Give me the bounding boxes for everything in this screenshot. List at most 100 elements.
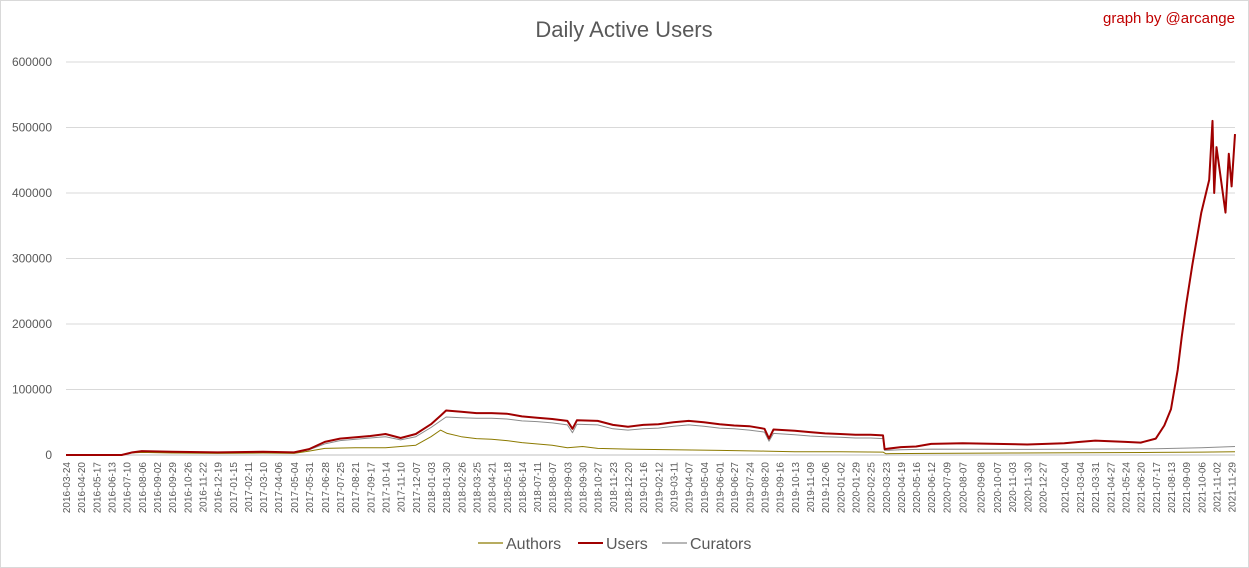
x-tick-label: 2020-01-02	[836, 462, 847, 514]
x-tick-label: 2017-10-14	[381, 462, 392, 514]
x-tick-label: 2016-09-29	[168, 462, 179, 514]
x-tick-label: 2019-03-11	[670, 462, 681, 513]
x-tick-label: 2018-02-26	[457, 462, 468, 514]
x-tick-label: 2016-08-06	[138, 462, 149, 514]
x-tick-label: 2020-04-19	[897, 462, 908, 514]
x-tick-label: 2018-09-03	[563, 462, 574, 514]
x-tick-label: 2020-03-23	[882, 462, 893, 514]
x-tick-label: 2017-02-11	[244, 462, 255, 513]
chart-title: Daily Active Users	[535, 17, 712, 42]
series-lines	[66, 119, 1236, 456]
x-tick-label: 2017-04-06	[274, 462, 285, 514]
x-tick-label: 2020-02-25	[867, 462, 878, 514]
x-tick-label: 2019-06-01	[716, 462, 727, 514]
legend-label-users: Users	[606, 536, 648, 553]
x-tick-label: 2019-10-13	[791, 462, 802, 514]
x-tick-label: 2021-11-29	[1228, 462, 1239, 513]
y-axis-ticks: 0 100000 200000 300000 400000 500000 600000	[12, 55, 52, 462]
series-line-users	[66, 119, 1236, 456]
legend-label-curators: Curators	[690, 536, 751, 553]
x-tick-label: 2019-11-09	[806, 462, 817, 513]
x-tick-label: 2020-10-07	[993, 462, 1004, 514]
x-tick-label: 2018-09-30	[579, 462, 590, 514]
x-tick-label: 2017-06-28	[321, 462, 332, 514]
x-tick-label: 2016-07-10	[123, 462, 134, 514]
x-tick-label: 2017-01-15	[229, 462, 240, 514]
y-tick-label: 100000	[12, 383, 52, 397]
x-tick-label: 2019-12-06	[821, 462, 832, 514]
y-tick-label: 300000	[12, 252, 52, 266]
y-tick-label: 200000	[12, 317, 52, 331]
series-line-authors	[66, 429, 1236, 456]
x-tick-label: 2021-09-09	[1182, 462, 1193, 514]
x-tick-label: 2017-03-10	[259, 462, 270, 514]
gridlines	[66, 61, 1235, 456]
x-tick-label: 2019-02-12	[654, 462, 665, 514]
x-tick-label: 2016-09-02	[153, 462, 164, 514]
x-tick-label: 2020-08-07	[959, 462, 970, 514]
x-tick-label: 2019-04-07	[685, 462, 696, 514]
x-axis-ticks: 2016-03-24 2016-04-20 2016-05-17 2016-06-13…	[62, 462, 1239, 514]
x-tick-label: 2021-04-27	[1106, 462, 1117, 514]
x-tick-label: 2020-11-30	[1023, 462, 1034, 513]
x-tick-label: 2021-08-13	[1167, 462, 1178, 514]
x-tick-label: 2017-05-04	[290, 462, 301, 514]
x-tick-label: 2020-09-08	[977, 462, 988, 514]
x-tick-label: 2021-07-17	[1152, 462, 1163, 514]
x-tick-label: 2016-12-19	[214, 462, 225, 514]
x-tick-label: 2021-10-06	[1197, 462, 1208, 514]
x-tick-label: 2018-07-11	[533, 462, 544, 513]
x-tick-label: 2020-05-16	[912, 462, 923, 514]
x-tick-label: 2018-01-03	[427, 462, 438, 514]
x-tick-label: 2018-12-20	[624, 462, 635, 514]
chart-credit: graph by @arcange	[1103, 10, 1235, 27]
x-tick-label: 2021-11-02	[1212, 462, 1223, 513]
x-tick-label: 2019-07-24	[745, 462, 756, 514]
x-tick-label: 2019-01-16	[639, 462, 650, 514]
x-tick-label: 2018-03-25	[472, 462, 483, 514]
x-tick-label: 2018-11-23	[609, 462, 620, 513]
x-tick-label: 2018-05-18	[503, 462, 514, 514]
x-tick-label: 2019-09-16	[776, 462, 787, 514]
x-tick-label: 2016-04-20	[77, 462, 88, 514]
x-tick-label: 2019-06-27	[730, 462, 741, 514]
x-tick-label: 2019-05-04	[700, 462, 711, 514]
x-tick-label: 2017-05-31	[305, 462, 316, 514]
x-tick-label: 2021-05-24	[1122, 462, 1133, 514]
y-tick-label: 0	[45, 448, 52, 462]
x-tick-label: 2020-06-12	[927, 462, 938, 514]
legend-label-authors: Authors	[506, 536, 561, 553]
x-tick-label: 2017-08-21	[351, 462, 362, 514]
x-tick-label: 2018-08-07	[548, 462, 559, 514]
x-tick-label: 2017-11-10	[397, 462, 408, 513]
y-tick-label: 400000	[12, 186, 52, 200]
x-tick-label: 2021-03-04	[1076, 462, 1087, 514]
x-tick-label: 2016-05-17	[92, 462, 103, 514]
y-tick-label: 600000	[12, 55, 52, 69]
x-tick-label: 2016-11-22	[198, 462, 209, 513]
x-tick-label: 2018-04-21	[488, 462, 499, 514]
x-tick-label: 2018-10-27	[594, 462, 605, 514]
x-tick-label: 2020-07-09	[942, 462, 953, 514]
x-tick-label: 2020-01-29	[851, 462, 862, 514]
x-tick-label: 2018-01-30	[442, 462, 453, 514]
x-tick-label: 2020-12-27	[1038, 462, 1049, 514]
x-tick-label: 2017-07-25	[336, 462, 347, 514]
legend: Authors Users Curators	[478, 536, 751, 553]
x-tick-label: 2016-03-24	[62, 462, 73, 514]
x-tick-label: 2020-11-03	[1008, 462, 1019, 513]
series-line-curators	[66, 416, 1236, 456]
y-tick-label: 500000	[12, 121, 52, 135]
x-tick-label: 2017-12-07	[412, 462, 423, 514]
x-tick-label: 2017-09-17	[366, 462, 377, 514]
x-tick-label: 2018-06-14	[518, 462, 529, 514]
x-tick-label: 2021-02-04	[1060, 462, 1071, 514]
x-tick-label: 2016-06-13	[107, 462, 118, 514]
x-tick-label: 2021-06-20	[1137, 462, 1148, 514]
x-tick-label: 2016-10-26	[183, 462, 194, 514]
x-tick-label: 2019-08-20	[760, 462, 771, 514]
x-tick-label: 2021-03-31	[1091, 462, 1102, 514]
